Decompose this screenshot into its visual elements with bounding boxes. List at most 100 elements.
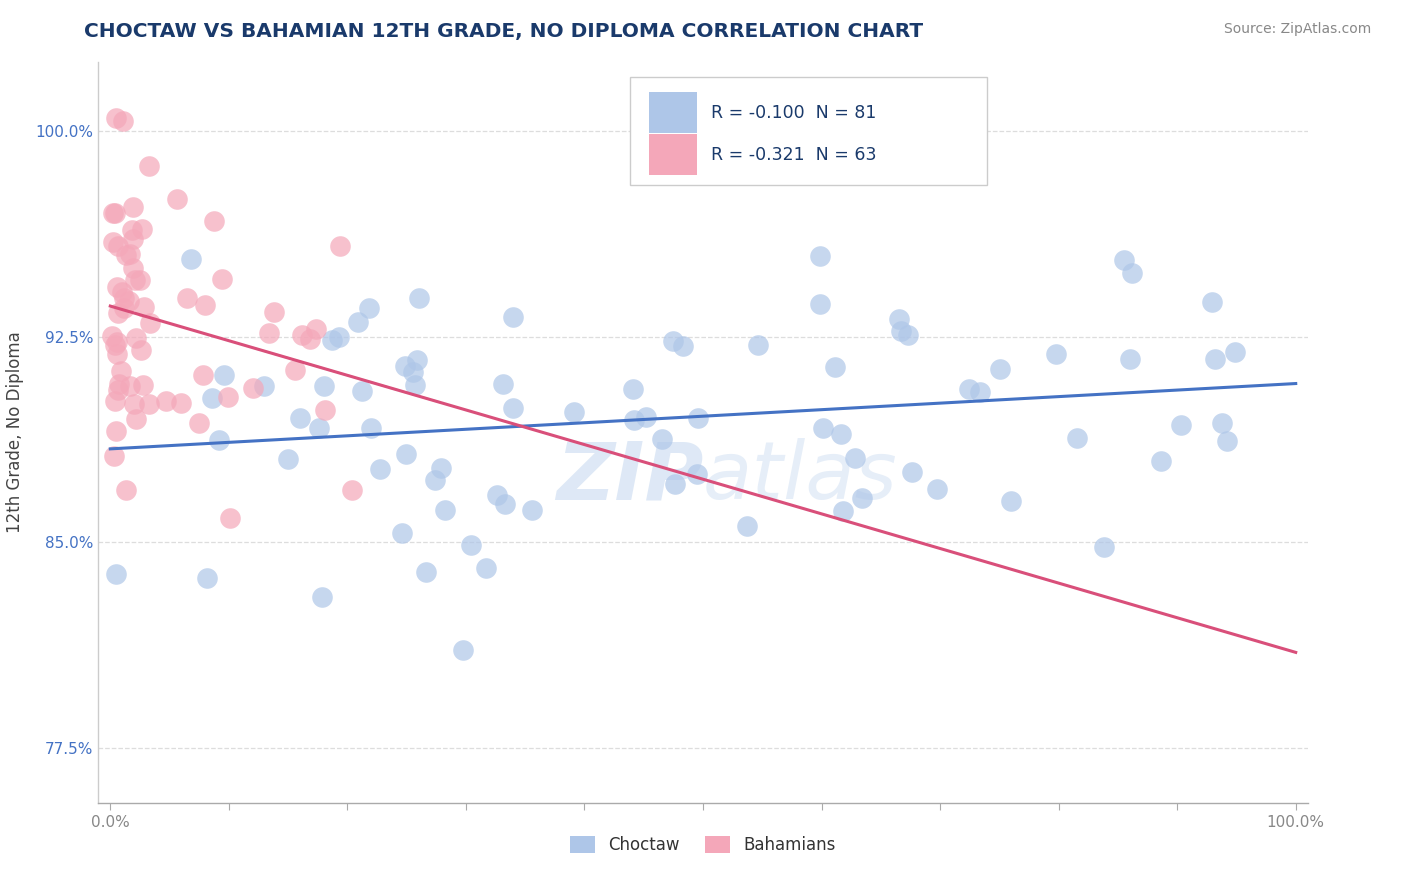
Point <box>1150 453 1173 467</box>
Point <box>314 402 336 417</box>
Point <box>166 192 188 206</box>
Point <box>124 397 146 411</box>
Point <box>402 365 425 379</box>
Point <box>1170 417 1192 432</box>
Point <box>671 339 693 353</box>
Point <box>105 566 128 581</box>
Point <box>104 205 127 219</box>
Point <box>1066 431 1088 445</box>
Point <box>350 384 373 398</box>
Point <box>194 298 217 312</box>
Text: ZIP: ZIP <box>555 438 703 516</box>
Point <box>104 338 127 352</box>
Point <box>104 393 127 408</box>
Point <box>621 382 644 396</box>
Point <box>105 111 128 125</box>
Point <box>368 462 391 476</box>
Point <box>195 571 218 585</box>
Point <box>623 412 645 426</box>
Point <box>129 273 152 287</box>
Point <box>395 447 418 461</box>
Point <box>312 378 335 392</box>
Point <box>191 368 214 383</box>
Point <box>844 450 866 465</box>
Point <box>408 291 430 305</box>
Point <box>170 395 193 409</box>
Point <box>305 321 328 335</box>
Point <box>404 378 426 392</box>
Point <box>1223 345 1246 359</box>
Point <box>288 411 311 425</box>
Point <box>831 426 853 441</box>
Point <box>115 483 138 498</box>
Point <box>357 301 380 315</box>
Point <box>347 316 370 330</box>
Point <box>112 291 135 305</box>
Point <box>460 538 482 552</box>
Point <box>430 461 453 475</box>
Point <box>105 424 128 438</box>
Point <box>661 334 683 348</box>
Point <box>925 482 948 496</box>
Point <box>139 316 162 330</box>
Point <box>253 379 276 393</box>
Point <box>1204 351 1226 366</box>
Point <box>120 379 142 393</box>
Point <box>121 232 143 246</box>
Point <box>887 312 910 326</box>
Point <box>520 503 543 517</box>
Point <box>415 565 437 579</box>
Point <box>475 561 498 575</box>
Point <box>1211 416 1233 430</box>
Point <box>494 497 516 511</box>
Point <box>901 465 924 479</box>
Point <box>112 301 135 315</box>
Bar <box>648 92 697 133</box>
Point <box>1112 253 1135 268</box>
Point <box>686 467 709 481</box>
Point <box>115 248 138 262</box>
Point <box>263 305 285 319</box>
Point <box>1201 295 1223 310</box>
Point <box>1121 266 1143 280</box>
Point <box>155 393 177 408</box>
Point <box>202 214 225 228</box>
Point <box>242 381 264 395</box>
Point <box>121 260 143 275</box>
Point <box>311 590 333 604</box>
Point <box>897 328 920 343</box>
Point <box>134 300 156 314</box>
Point <box>211 272 233 286</box>
Point <box>217 390 239 404</box>
Point <box>107 383 129 397</box>
Point <box>329 239 352 253</box>
Point <box>1092 541 1115 555</box>
Point <box>180 252 202 267</box>
Point <box>291 327 314 342</box>
Point <box>969 385 991 400</box>
Point <box>434 503 457 517</box>
Point <box>890 324 912 338</box>
Point <box>112 114 135 128</box>
Point <box>101 235 124 249</box>
Text: Source: ZipAtlas.com: Source: ZipAtlas.com <box>1223 22 1371 37</box>
Point <box>284 363 307 377</box>
Point <box>486 488 509 502</box>
Point <box>832 503 855 517</box>
Point <box>1000 494 1022 508</box>
Point <box>394 359 416 374</box>
Point <box>257 326 280 340</box>
Point <box>218 511 240 525</box>
Point <box>122 200 145 214</box>
Point <box>187 417 209 431</box>
Point <box>111 285 134 299</box>
Point <box>1119 352 1142 367</box>
Point <box>176 291 198 305</box>
Point <box>321 333 343 347</box>
Text: atlas: atlas <box>703 438 898 516</box>
Point <box>451 642 474 657</box>
Point <box>502 310 524 324</box>
Point <box>138 397 160 411</box>
Point <box>562 405 585 419</box>
Point <box>328 329 350 343</box>
